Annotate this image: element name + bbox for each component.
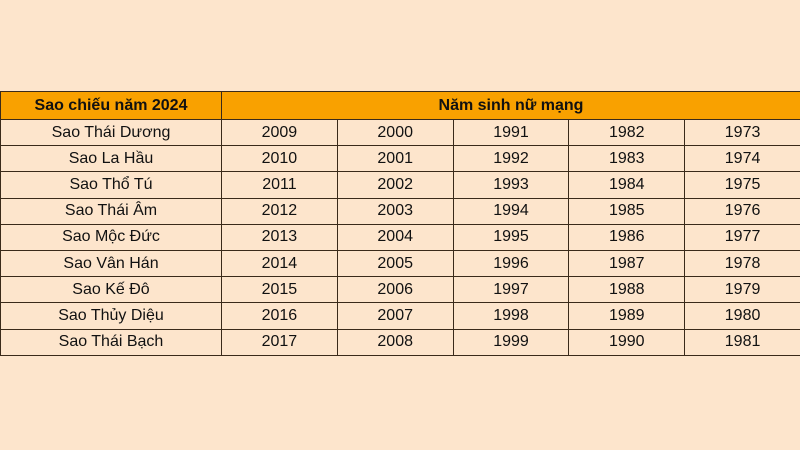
birth-year-cell: 1997 — [452, 276, 570, 304]
star-name-cell: Sao Thái Bạch — [0, 328, 222, 356]
birth-year-cell: 2015 — [221, 276, 338, 304]
table-row: Sao La Hầu 2010 2001 1992 1983 1974 — [0, 145, 800, 173]
birth-year-cell: 2004 — [336, 223, 454, 251]
birth-year-cell: 1973 — [684, 118, 800, 147]
table-row: Sao Thái Dương 2009 2000 1991 1982 1973 — [0, 118, 800, 147]
birth-year-cell: 1989 — [568, 302, 686, 330]
birth-year-cell: 2012 — [221, 197, 338, 225]
birth-year-cell: 2016 — [221, 302, 338, 330]
birth-year-cell: 1988 — [568, 276, 686, 304]
table-row: Sao Kế Đô 2015 2006 1997 1988 1979 — [0, 276, 800, 304]
birth-year-cell: 2005 — [336, 249, 454, 278]
birth-year-cell: 1987 — [568, 249, 686, 278]
birth-year-cell: 2006 — [336, 276, 454, 304]
birth-year-cell: 1990 — [568, 328, 686, 356]
birth-year-cell: 2014 — [221, 249, 338, 278]
birth-year-cell: 1974 — [684, 145, 800, 173]
table-row: Sao Mộc Đức 2013 2004 1995 1986 1977 — [0, 223, 800, 251]
birth-year-cell: 1975 — [684, 171, 800, 199]
birth-year-cell: 1986 — [568, 223, 686, 251]
birth-year-cell: 2000 — [336, 118, 454, 147]
birth-year-cell: 1999 — [452, 328, 570, 356]
birth-year-cell: 2002 — [336, 171, 454, 199]
birth-year-cell: 1991 — [452, 118, 570, 147]
table-row: Sao Thái Bạch 2017 2008 1999 1990 1981 — [0, 328, 800, 356]
birth-year-cell: 2009 — [221, 118, 338, 147]
birth-year-cell: 1995 — [452, 223, 570, 251]
birth-year-cell: 1979 — [684, 276, 800, 304]
birth-year-cell: 1998 — [452, 302, 570, 330]
star-name-cell: Sao Vân Hán — [0, 249, 222, 278]
star-name-cell: Sao Thái Âm — [0, 197, 222, 225]
birth-year-cell: 1984 — [568, 171, 686, 199]
birth-year-cell: 1976 — [684, 197, 800, 225]
birth-year-cell: 1992 — [452, 145, 570, 173]
birth-year-cell: 2008 — [336, 328, 454, 356]
birth-year-cell: 1982 — [568, 118, 686, 147]
birth-year-cell: 1994 — [452, 197, 570, 225]
birth-year-cell: 1980 — [684, 302, 800, 330]
birth-year-cell: 2010 — [221, 145, 338, 173]
birth-year-cell: 2003 — [336, 197, 454, 225]
birth-year-cell: 2017 — [221, 328, 338, 356]
table-row: Sao Thái Âm 2012 2003 1994 1985 1976 — [0, 197, 800, 225]
star-name-cell: Sao Kế Đô — [0, 276, 222, 304]
table-row: Sao Thủy Diệu 2016 2007 1998 1989 1980 — [0, 302, 800, 330]
star-name-cell: Sao Thổ Tú — [0, 171, 222, 199]
table-body: Sao Thái Dương 2009 2000 1991 1982 1973 Sao La… — [0, 118, 800, 356]
star-year-table-container: Sao chiếu năm 2024 Năm sinh nữ mạng Sao … — [0, 91, 800, 356]
header-year-column: Năm sinh nữ mạng — [221, 91, 800, 120]
birth-year-cell: 1981 — [684, 328, 800, 356]
birth-year-cell: 1983 — [568, 145, 686, 173]
birth-year-cell: 2007 — [336, 302, 454, 330]
table-row: Sao Vân Hán 2014 2005 1996 1987 1978 — [0, 249, 800, 278]
star-name-cell: Sao Thái Dương — [0, 118, 222, 147]
birth-year-cell: 1978 — [684, 249, 800, 278]
star-year-table: Sao chiếu năm 2024 Năm sinh nữ mạng Sao … — [0, 91, 800, 356]
birth-year-cell: 1996 — [452, 249, 570, 278]
birth-year-cell: 1985 — [568, 197, 686, 225]
header-star-column: Sao chiếu năm 2024 — [0, 91, 222, 120]
table-header-row: Sao chiếu năm 2024 Năm sinh nữ mạng — [0, 91, 800, 120]
birth-year-cell: 2011 — [221, 171, 338, 199]
star-name-cell: Sao Thủy Diệu — [0, 302, 222, 330]
birth-year-cell: 2001 — [336, 145, 454, 173]
star-name-cell: Sao La Hầu — [0, 145, 222, 173]
birth-year-cell: 1993 — [452, 171, 570, 199]
birth-year-cell: 1977 — [684, 223, 800, 251]
star-name-cell: Sao Mộc Đức — [0, 223, 222, 251]
table-row: Sao Thổ Tú 2011 2002 1993 1984 1975 — [0, 171, 800, 199]
birth-year-cell: 2013 — [221, 223, 338, 251]
